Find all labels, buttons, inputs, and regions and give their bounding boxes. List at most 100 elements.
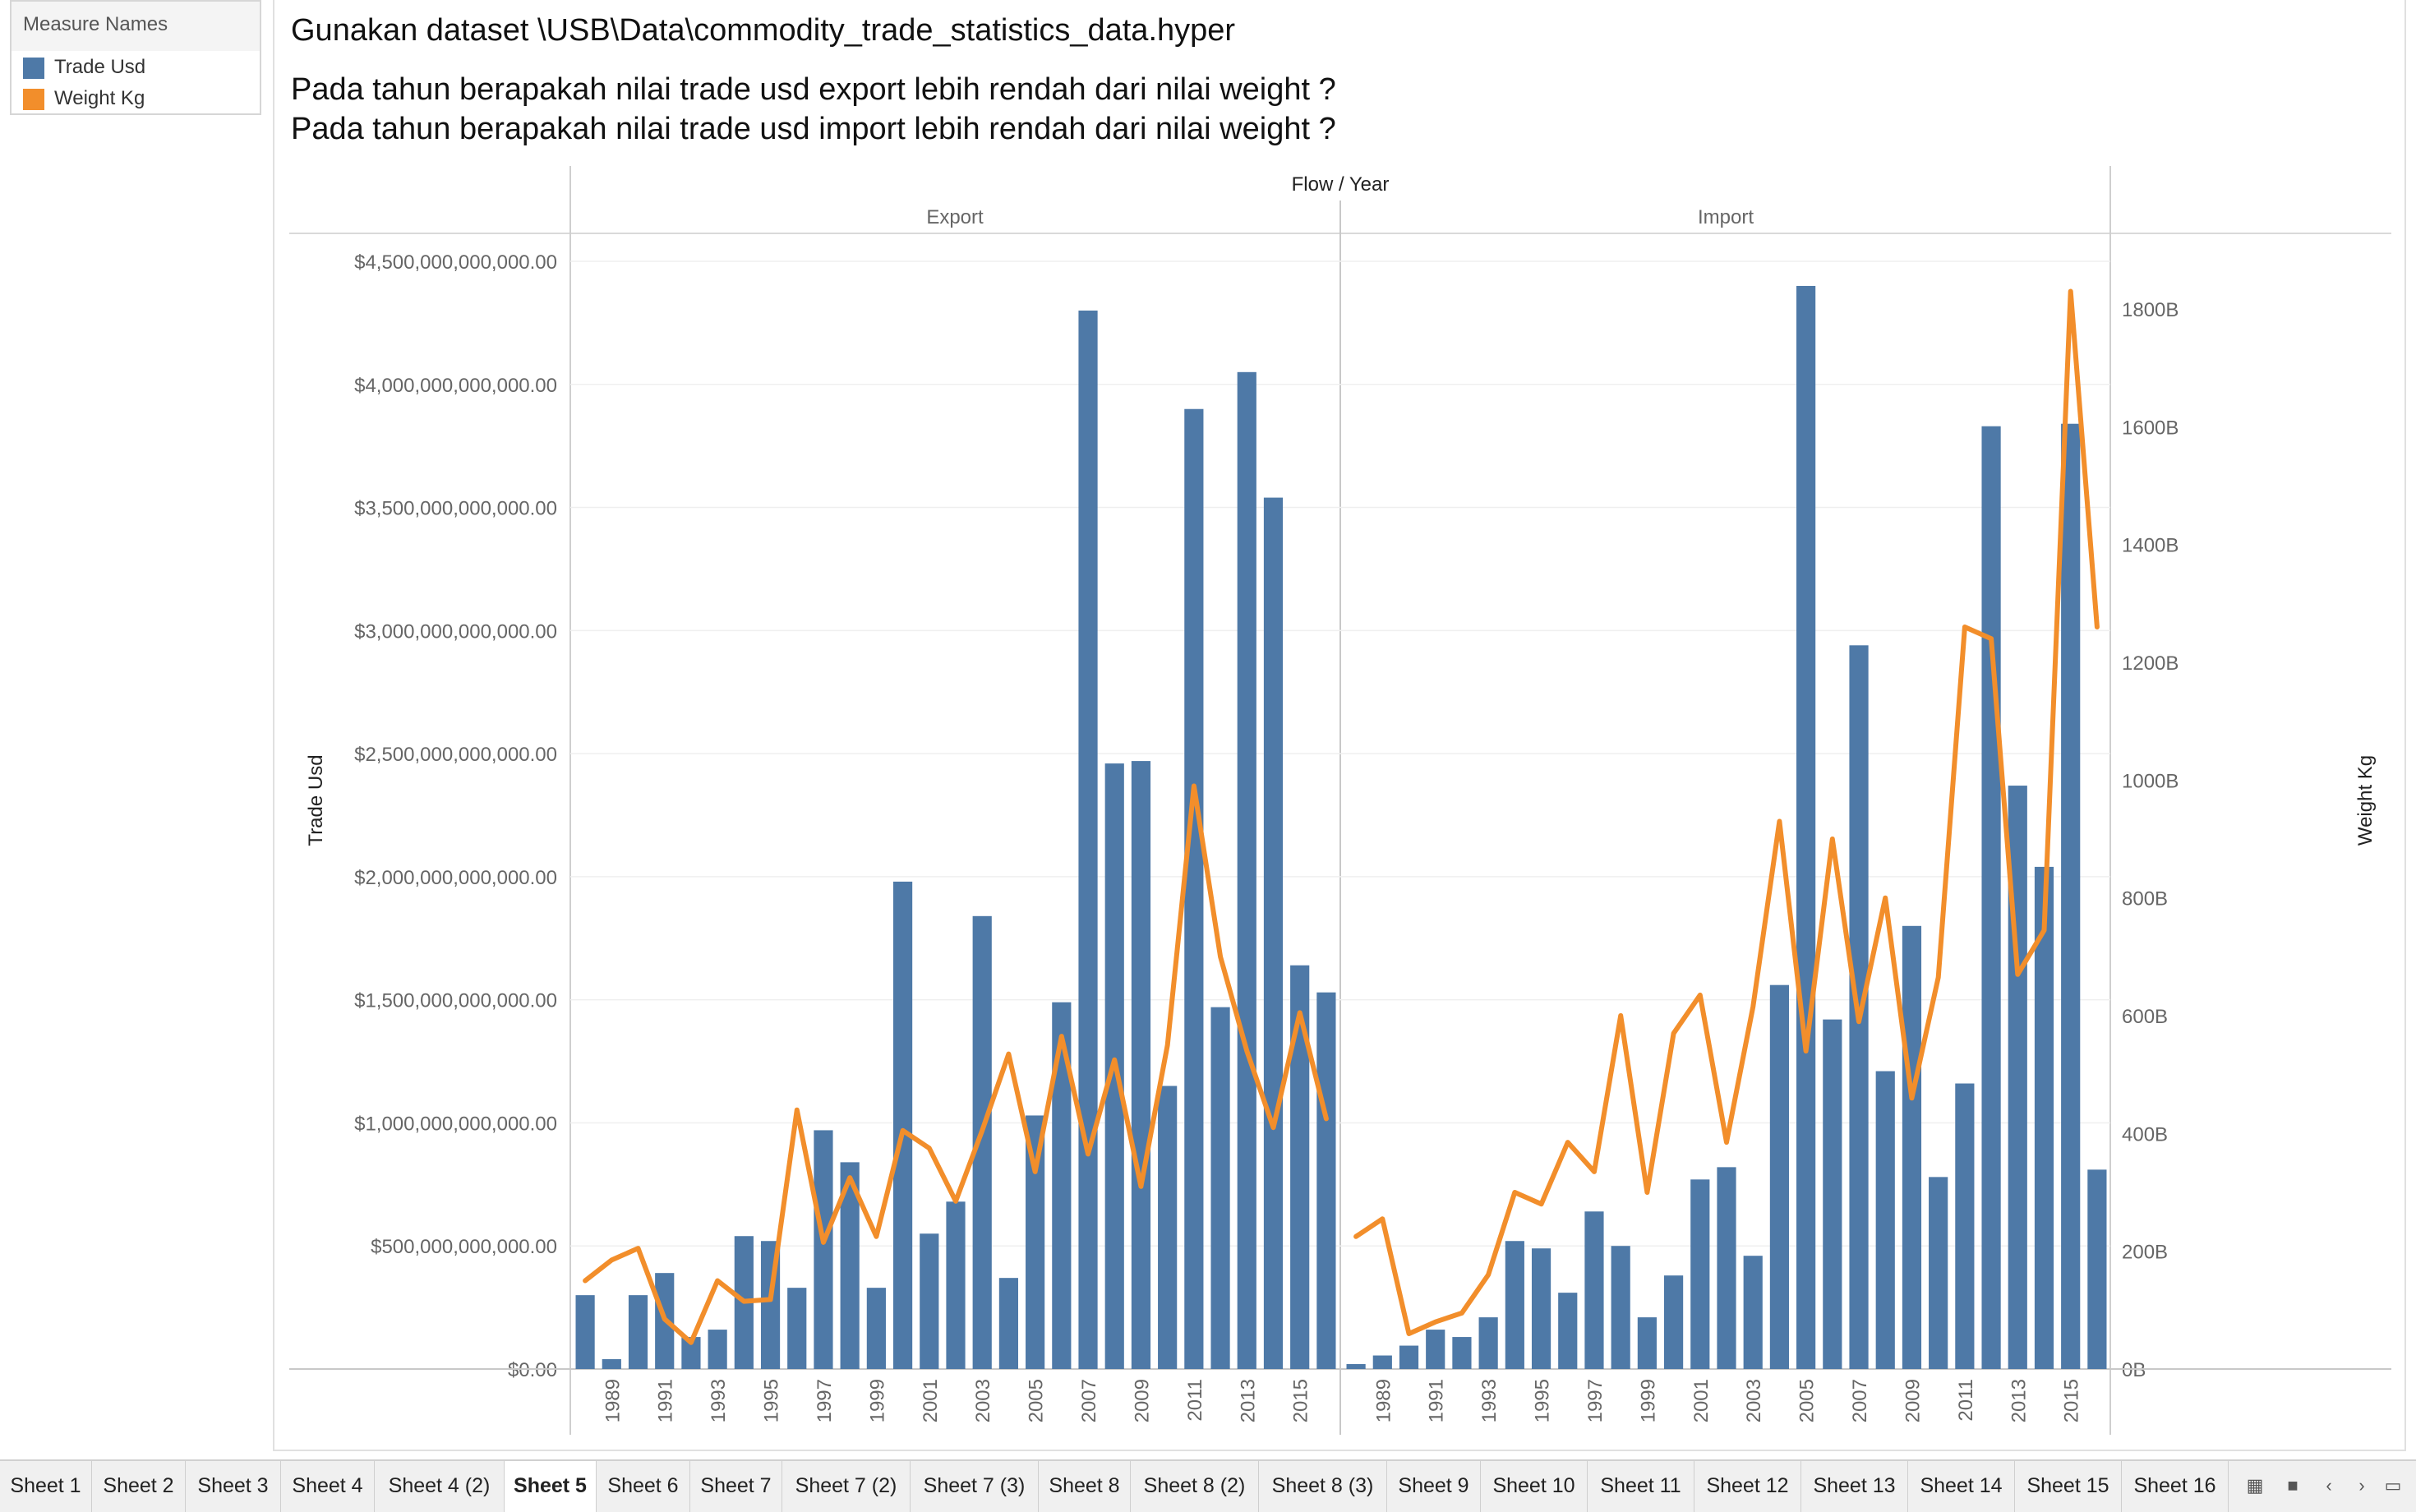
point-weight-import-2015 (2069, 290, 2072, 293)
point-weight-export-2004 (1007, 1053, 1010, 1055)
point-weight-export-1992 (689, 1341, 692, 1344)
tab-sheet-4-2[interactable]: Sheet 4 (2) (375, 1461, 505, 1512)
x-tick-label: 2001 (1690, 1379, 1713, 1422)
point-weight-import-1988 (1355, 1235, 1358, 1238)
next-sheet-icon[interactable]: › (2358, 1475, 2365, 1496)
x-tick-label: 2015 (2061, 1379, 2083, 1422)
tab-sheet-7-3[interactable]: Sheet 7 (3) (911, 1461, 1039, 1512)
y-tick-label: $2,000,000,000,000.00 (354, 867, 557, 889)
x-tick-label: 2011 (1955, 1379, 1977, 1422)
grid-view-icon[interactable]: ▦ (2246, 1475, 2264, 1496)
legend-title: Measure Names (23, 13, 168, 35)
point-weight-export-1991 (663, 1318, 666, 1321)
bar-export-1997 (814, 1130, 833, 1369)
bar-export-2006 (1052, 1002, 1072, 1369)
tab-sheet-7-2[interactable]: Sheet 7 (2) (782, 1461, 911, 1512)
point-weight-export-2015 (1298, 1012, 1301, 1014)
point-weight-export-2007 (1087, 1153, 1090, 1155)
point-weight-export-2008 (1113, 1058, 1116, 1061)
y-tick-label: $4,500,000,000,000.00 (354, 251, 557, 274)
prev-sheet-icon[interactable]: ‹ (2326, 1475, 2332, 1496)
tab-sheet-5[interactable]: Sheet 5 (505, 1461, 597, 1512)
bar-import-1996 (1558, 1293, 1578, 1369)
panel-header-import: Import (1698, 206, 1754, 228)
point-weight-import-2010 (1937, 976, 1939, 979)
bar-export-1996 (787, 1288, 807, 1369)
tab-sheet-8-3[interactable]: Sheet 8 (3) (1259, 1461, 1387, 1512)
y2-tick-label: 200B (2122, 1242, 2168, 1264)
x-tick-label: 2005 (1026, 1379, 1048, 1422)
x-tick-label: 1999 (1637, 1379, 1659, 1422)
tab-sheet-3[interactable]: Sheet 3 (186, 1461, 281, 1512)
x-tick-label: 1995 (1532, 1379, 1554, 1422)
worksheet-title: Gunakan dataset \USB\Data\commodity_trad… (291, 13, 1236, 48)
bar-export-2010 (1158, 1086, 1178, 1369)
point-weight-export-1998 (849, 1177, 851, 1179)
tab-sheet-10[interactable]: Sheet 10 (1481, 1461, 1588, 1512)
bar-import-1991 (1426, 1330, 1445, 1369)
point-weight-import-2008 (1884, 897, 1887, 899)
bar-export-2014 (1263, 497, 1284, 1370)
bar-import-2005 (1796, 285, 1816, 1369)
dual-axis-bar-line-chart[interactable]: Flow / Year Export Import $0.00 $500,000,000… (0, 0, 2416, 1459)
point-weight-import-2005 (1805, 1050, 1807, 1052)
tab-sheet-16[interactable]: Sheet 16 (2122, 1461, 2229, 1512)
legend-label: Weight Kg (54, 87, 145, 109)
tab-sheet-11[interactable]: Sheet 11 (1588, 1461, 1694, 1512)
tab-sheet-7[interactable]: Sheet 7 (690, 1461, 782, 1512)
tab-sheet-9[interactable]: Sheet 9 (1387, 1461, 1481, 1512)
y-tick-label: $500,000,000,000.00 (371, 1236, 557, 1258)
bar-import-1992 (1452, 1337, 1472, 1369)
point-weight-export-2013 (1246, 1050, 1248, 1052)
point-weight-import-1993 (1487, 1274, 1490, 1276)
bar-import-2012 (1981, 426, 2001, 1370)
point-weight-export-2010 (1166, 1044, 1169, 1046)
sheet-tab-bar: Sheet 1 Sheet 2 Sheet 3 Sheet 4 Sheet 4 (2) S… (0, 1459, 2416, 1512)
tab-sheet-1[interactable]: Sheet 1 (0, 1461, 92, 1512)
bar-export-2005 (1026, 1115, 1045, 1369)
point-weight-export-2003 (981, 1129, 984, 1132)
x-tick-label: 1991 (1426, 1379, 1448, 1422)
point-weight-export-2016 (1325, 1118, 1327, 1120)
tab-sheet-14[interactable]: Sheet 14 (1908, 1461, 2015, 1512)
bar-import-2006 (1823, 1019, 1842, 1369)
x-tick-label: 1997 (1584, 1379, 1607, 1422)
bar-import-2009 (1902, 925, 1922, 1369)
bar-import-1988 (1346, 1364, 1366, 1369)
filmstrip-icon[interactable]: ■ (2287, 1475, 2298, 1496)
tab-sheet-15[interactable]: Sheet 15 (2015, 1461, 2122, 1512)
tab-sheet-8-2[interactable]: Sheet 8 (2) (1131, 1461, 1259, 1512)
legend-item-trade-usd[interactable]: Trade Usd (23, 56, 145, 79)
tab-sheet-6[interactable]: Sheet 6 (597, 1461, 690, 1512)
point-weight-export-2002 (955, 1200, 957, 1202)
bar-import-2015 (2061, 423, 2081, 1369)
point-weight-export-1993 (717, 1279, 719, 1282)
bar-import-1993 (1478, 1317, 1498, 1369)
tab-sheet-12[interactable]: Sheet 12 (1694, 1461, 1801, 1512)
bar-import-2004 (1769, 984, 1790, 1369)
y2-tick-label: 800B (2122, 888, 2168, 910)
y2-tick-label: 1000B (2122, 770, 2179, 792)
presentation-icon[interactable]: ▭ (2384, 1475, 2402, 1496)
point-weight-export-2001 (928, 1147, 930, 1150)
legend-label: Trade Usd (54, 56, 146, 78)
bar-import-1999 (1637, 1317, 1657, 1369)
point-weight-import-2004 (1778, 820, 1781, 823)
bar-export-1998 (840, 1162, 860, 1369)
bar-export-1990 (628, 1295, 648, 1369)
tab-sheet-2[interactable]: Sheet 2 (92, 1461, 186, 1512)
bar-import-1994 (1505, 1241, 1524, 1369)
legend-item-weight-kg[interactable]: Weight Kg (23, 87, 145, 110)
y2-tick-label: 1600B (2122, 417, 2179, 439)
point-weight-import-2014 (2043, 929, 2045, 932)
bar-export-2004 (998, 1278, 1019, 1369)
tab-sheet-8[interactable]: Sheet 8 (1039, 1461, 1131, 1512)
point-weight-import-2000 (1672, 1032, 1675, 1035)
bar-export-2015 (1290, 965, 1310, 1369)
x-tick-label: 2001 (920, 1379, 942, 1422)
x-tick-label: 2005 (1796, 1379, 1819, 1422)
bar-import-2011 (1955, 1083, 1975, 1369)
tab-sheet-4[interactable]: Sheet 4 (281, 1461, 375, 1512)
y-tick-label: $1,500,000,000,000.00 (354, 990, 557, 1012)
tab-sheet-13[interactable]: Sheet 13 (1801, 1461, 1908, 1512)
